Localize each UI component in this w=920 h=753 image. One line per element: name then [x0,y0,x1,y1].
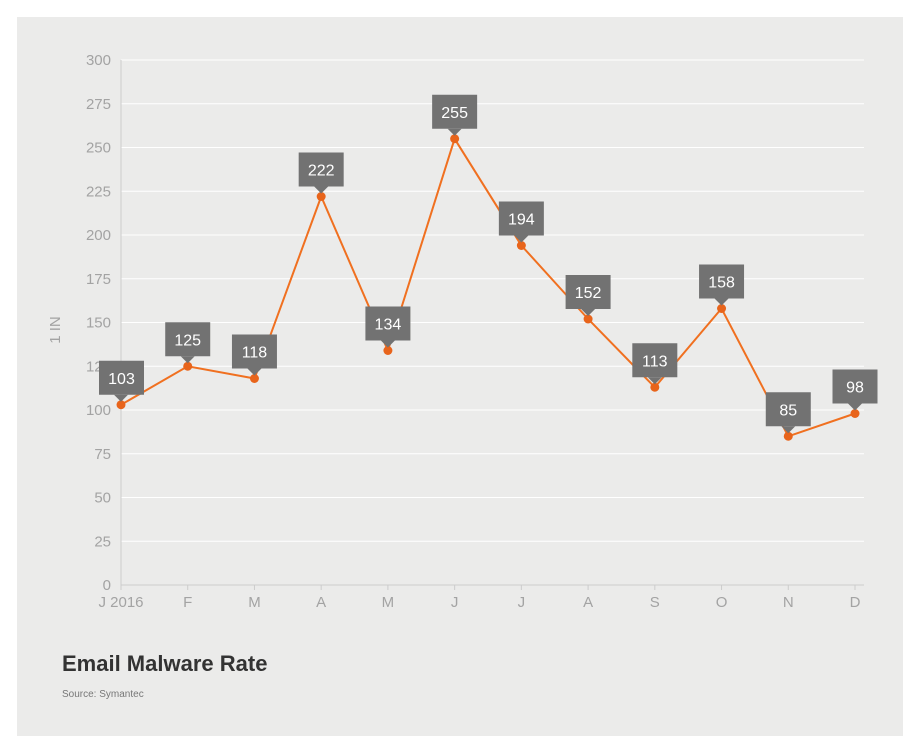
data-label-box-9 [699,264,745,299]
data-label-text-11: 98 [846,380,864,397]
y-tick-label-75: 75 [94,446,111,463]
axes [120,60,864,590]
data-label-text-1: 125 [174,332,201,349]
chart-panel [17,17,903,736]
data-label-box-5 [432,94,478,129]
data-label-3: 222 [298,152,344,194]
y-tick-label-225: 225 [86,183,111,200]
data-label-11: 98 [832,369,878,411]
data-label-text-0: 103 [108,371,135,388]
data-label-pointer-8 [647,377,662,385]
data-label-9: 158 [699,264,745,306]
y-tick-label-25: 25 [94,533,111,550]
data-label-box-8 [632,343,678,378]
y-tick-label-300: 300 [86,52,111,69]
gridlines [121,59,864,542]
y-axis-label: 1 IN [47,316,64,344]
x-tick-label-9: O [716,594,728,611]
data-label-box-1 [165,322,211,357]
y-tick-label-150: 150 [86,315,111,332]
data-label-8: 113 [632,343,678,385]
data-point-4 [383,346,393,355]
y-tick-label-250: 250 [86,140,111,157]
y-tick-label-50: 50 [94,490,111,507]
data-label-pointer-4 [380,340,395,348]
data-label-10: 85 [765,392,811,434]
y-tick-label-0: 0 [103,577,111,594]
data-point-8 [650,382,660,392]
data-label-text-9: 158 [708,275,735,292]
data-label-pointer-2 [247,368,262,376]
x-tick-label-7: A [583,594,593,611]
data-point-5 [450,134,460,144]
data-label-box-4 [365,306,411,341]
data-label-pointer-9 [714,298,729,306]
x-tick-label-2: M [248,594,261,611]
x-tick-label-8: S [650,594,660,611]
data-label-text-4: 134 [375,317,402,334]
data-label-pointer-6 [514,235,529,243]
data-point-10 [783,431,793,441]
data-label-7: 152 [565,275,611,316]
data-label-box-2 [231,334,277,369]
data-label-text-10: 85 [779,402,797,419]
data-label-0: 103 [99,360,144,402]
data-label-box-6 [498,201,544,236]
x-tick-label-1: F [183,594,192,611]
x-tick-label-11: D [850,594,861,611]
data-point-6 [516,241,526,250]
data-point-7 [583,314,593,324]
y-tick-label-200: 200 [86,227,111,244]
data-label-2: 118 [231,334,277,376]
data-label-4: 134 [365,306,411,348]
data-label-text-7: 152 [575,285,602,302]
data-points [116,134,860,441]
data-label-pointer-1 [180,356,195,364]
data-label-box-7 [565,275,611,309]
data-point-9 [717,304,727,313]
series-line-malware-rate [120,136,856,438]
data-label-pointer-5 [447,128,462,136]
data-point-11 [850,409,860,418]
data-label-pointer-10 [781,426,796,434]
data-label-pointer-11 [848,403,862,411]
data-label-box-3 [298,152,344,187]
data-label-box-0 [99,360,144,395]
data-point-3 [316,192,326,201]
data-label-pointer-7 [581,309,596,316]
data-label-text-8: 113 [642,353,668,370]
data-point-0 [116,400,126,410]
x-tick-label-0: J 2016 [98,594,143,611]
x-tick-label-6: J [518,594,526,611]
y-tick-label-100: 100 [86,402,111,419]
x-tick-labels: J 2016 F M A M J J A S O N D [98,594,860,611]
data-labels: 103 125 118 222 134 255 194 152 113 158 85 98 [99,94,878,434]
x-tick-label-4: M [382,594,395,611]
chart-source: Source: Symantec [62,689,144,700]
data-label-1: 125 [165,322,211,364]
data-label-6: 194 [498,201,544,243]
data-label-text-2: 118 [242,345,268,362]
data-label-box-11 [832,369,878,404]
series-line [120,136,856,438]
y-tick-label-275: 275 [86,96,111,113]
data-label-box-10 [765,392,811,427]
data-label-text-3: 222 [308,163,335,180]
data-label-pointer-0 [114,394,128,402]
chart-title: Email Malware Rate [62,651,268,676]
x-tick-label-5: J [451,594,459,611]
data-point-2 [249,374,259,383]
data-label-text-5: 255 [441,105,468,122]
x-tick-label-3: A [316,594,326,611]
x-tick-label-10: N [783,594,794,611]
data-label-pointer-3 [314,186,329,194]
data-point-1 [183,361,193,371]
data-label-5: 255 [432,94,478,136]
y-tick-label-175: 175 [86,271,111,288]
data-label-text-6: 194 [508,212,535,229]
